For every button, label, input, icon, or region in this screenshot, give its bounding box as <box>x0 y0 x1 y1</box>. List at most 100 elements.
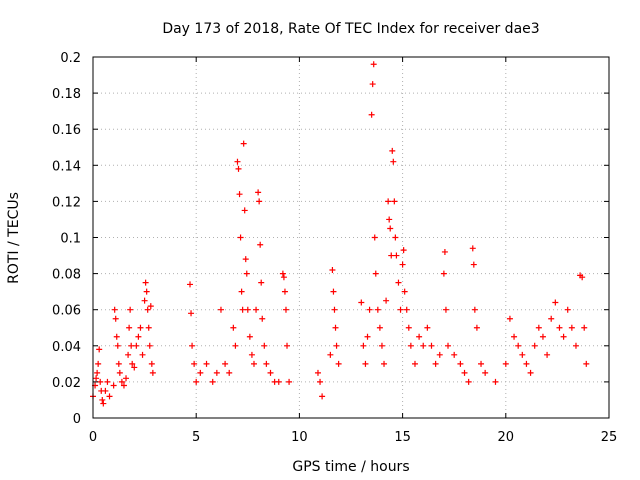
data-point <box>241 207 248 214</box>
data-point <box>128 342 135 349</box>
data-point <box>106 393 113 400</box>
data-point <box>465 378 472 385</box>
data-point <box>286 378 293 385</box>
data-point <box>511 333 518 340</box>
data-point <box>401 288 408 295</box>
data-point <box>317 378 324 385</box>
data-point <box>226 369 233 376</box>
data-point <box>436 351 443 358</box>
data-point <box>100 400 107 407</box>
data-point <box>370 61 377 68</box>
data-point <box>581 324 588 331</box>
data-point <box>329 266 336 273</box>
data-point <box>391 198 398 205</box>
data-point <box>203 360 210 367</box>
data-point <box>392 234 399 241</box>
data-point <box>230 324 237 331</box>
data-point <box>372 270 379 277</box>
data-point <box>374 306 381 313</box>
data-point <box>552 299 559 306</box>
y-tick-label: 0.18 <box>52 87 81 102</box>
data-point <box>327 351 334 358</box>
data-point <box>189 342 196 349</box>
data-point <box>579 274 586 281</box>
data-point <box>314 369 321 376</box>
data-point <box>432 360 439 367</box>
data-point <box>523 360 530 367</box>
data-point <box>385 198 392 205</box>
data-point <box>256 198 263 205</box>
data-point <box>113 333 120 340</box>
x-tick-label: 10 <box>291 430 308 445</box>
chart-title: Day 173 of 2018, Rate Of TEC Index for r… <box>162 21 539 37</box>
data-point <box>416 333 423 340</box>
data-point <box>515 342 522 349</box>
data-point <box>279 270 286 277</box>
data-point <box>235 165 242 172</box>
data-point <box>403 306 410 313</box>
data-point <box>141 297 148 304</box>
data-point <box>133 342 140 349</box>
data-point <box>397 306 404 313</box>
data-point <box>330 288 337 295</box>
y-tick-label: 0.06 <box>52 304 81 319</box>
data-point <box>386 216 393 223</box>
data-point <box>129 360 136 367</box>
data-point <box>568 324 575 331</box>
data-point <box>445 342 452 349</box>
data-point <box>123 375 130 382</box>
data-point <box>147 303 154 310</box>
x-axis-label: GPS time / hours <box>292 459 409 475</box>
y-tick-label: 0.12 <box>52 195 81 210</box>
data-point <box>188 310 195 317</box>
data-point <box>502 360 509 367</box>
data-point <box>244 306 251 313</box>
data-point <box>469 245 476 252</box>
data-point <box>387 225 394 232</box>
data-point <box>407 342 414 349</box>
data-point <box>222 360 229 367</box>
data-point <box>209 378 216 385</box>
data-point <box>368 111 375 118</box>
data-point <box>335 360 342 367</box>
data-point <box>332 324 339 331</box>
data-point <box>478 360 485 367</box>
data-point <box>104 378 111 385</box>
data-point <box>527 369 534 376</box>
data-point <box>125 351 132 358</box>
x-tick-label: 25 <box>601 430 618 445</box>
data-point <box>424 324 431 331</box>
data-point <box>142 279 149 286</box>
data-point <box>127 306 134 313</box>
data-point <box>364 333 371 340</box>
data-point <box>399 261 406 268</box>
data-point <box>360 342 367 349</box>
x-tick-label: 0 <box>89 430 97 445</box>
data-point <box>383 297 390 304</box>
data-point <box>333 342 340 349</box>
data-point <box>257 241 264 248</box>
data-point <box>548 315 555 322</box>
data-point <box>232 342 239 349</box>
data-point <box>572 342 579 349</box>
data-point <box>120 382 127 389</box>
data-point <box>148 360 155 367</box>
data-point <box>263 360 270 367</box>
data-point <box>137 324 144 331</box>
data-point <box>191 360 198 367</box>
data-point <box>441 248 448 255</box>
data-point <box>470 261 477 268</box>
data-point <box>99 396 106 403</box>
data-point <box>236 191 243 198</box>
data-point <box>250 360 257 367</box>
data-point <box>112 315 119 322</box>
data-point <box>237 234 244 241</box>
data-point <box>393 252 400 259</box>
data-point <box>111 306 118 313</box>
data-point <box>556 324 563 331</box>
data-point <box>110 382 117 389</box>
data-point <box>371 234 378 241</box>
data-point <box>213 369 220 376</box>
ticks-layer: 0 5 10 15 20 25 0 0.02 0.04 0.06 0.08 0.1 0.12 0.14 0.… <box>52 51 617 445</box>
data-point <box>259 315 266 322</box>
